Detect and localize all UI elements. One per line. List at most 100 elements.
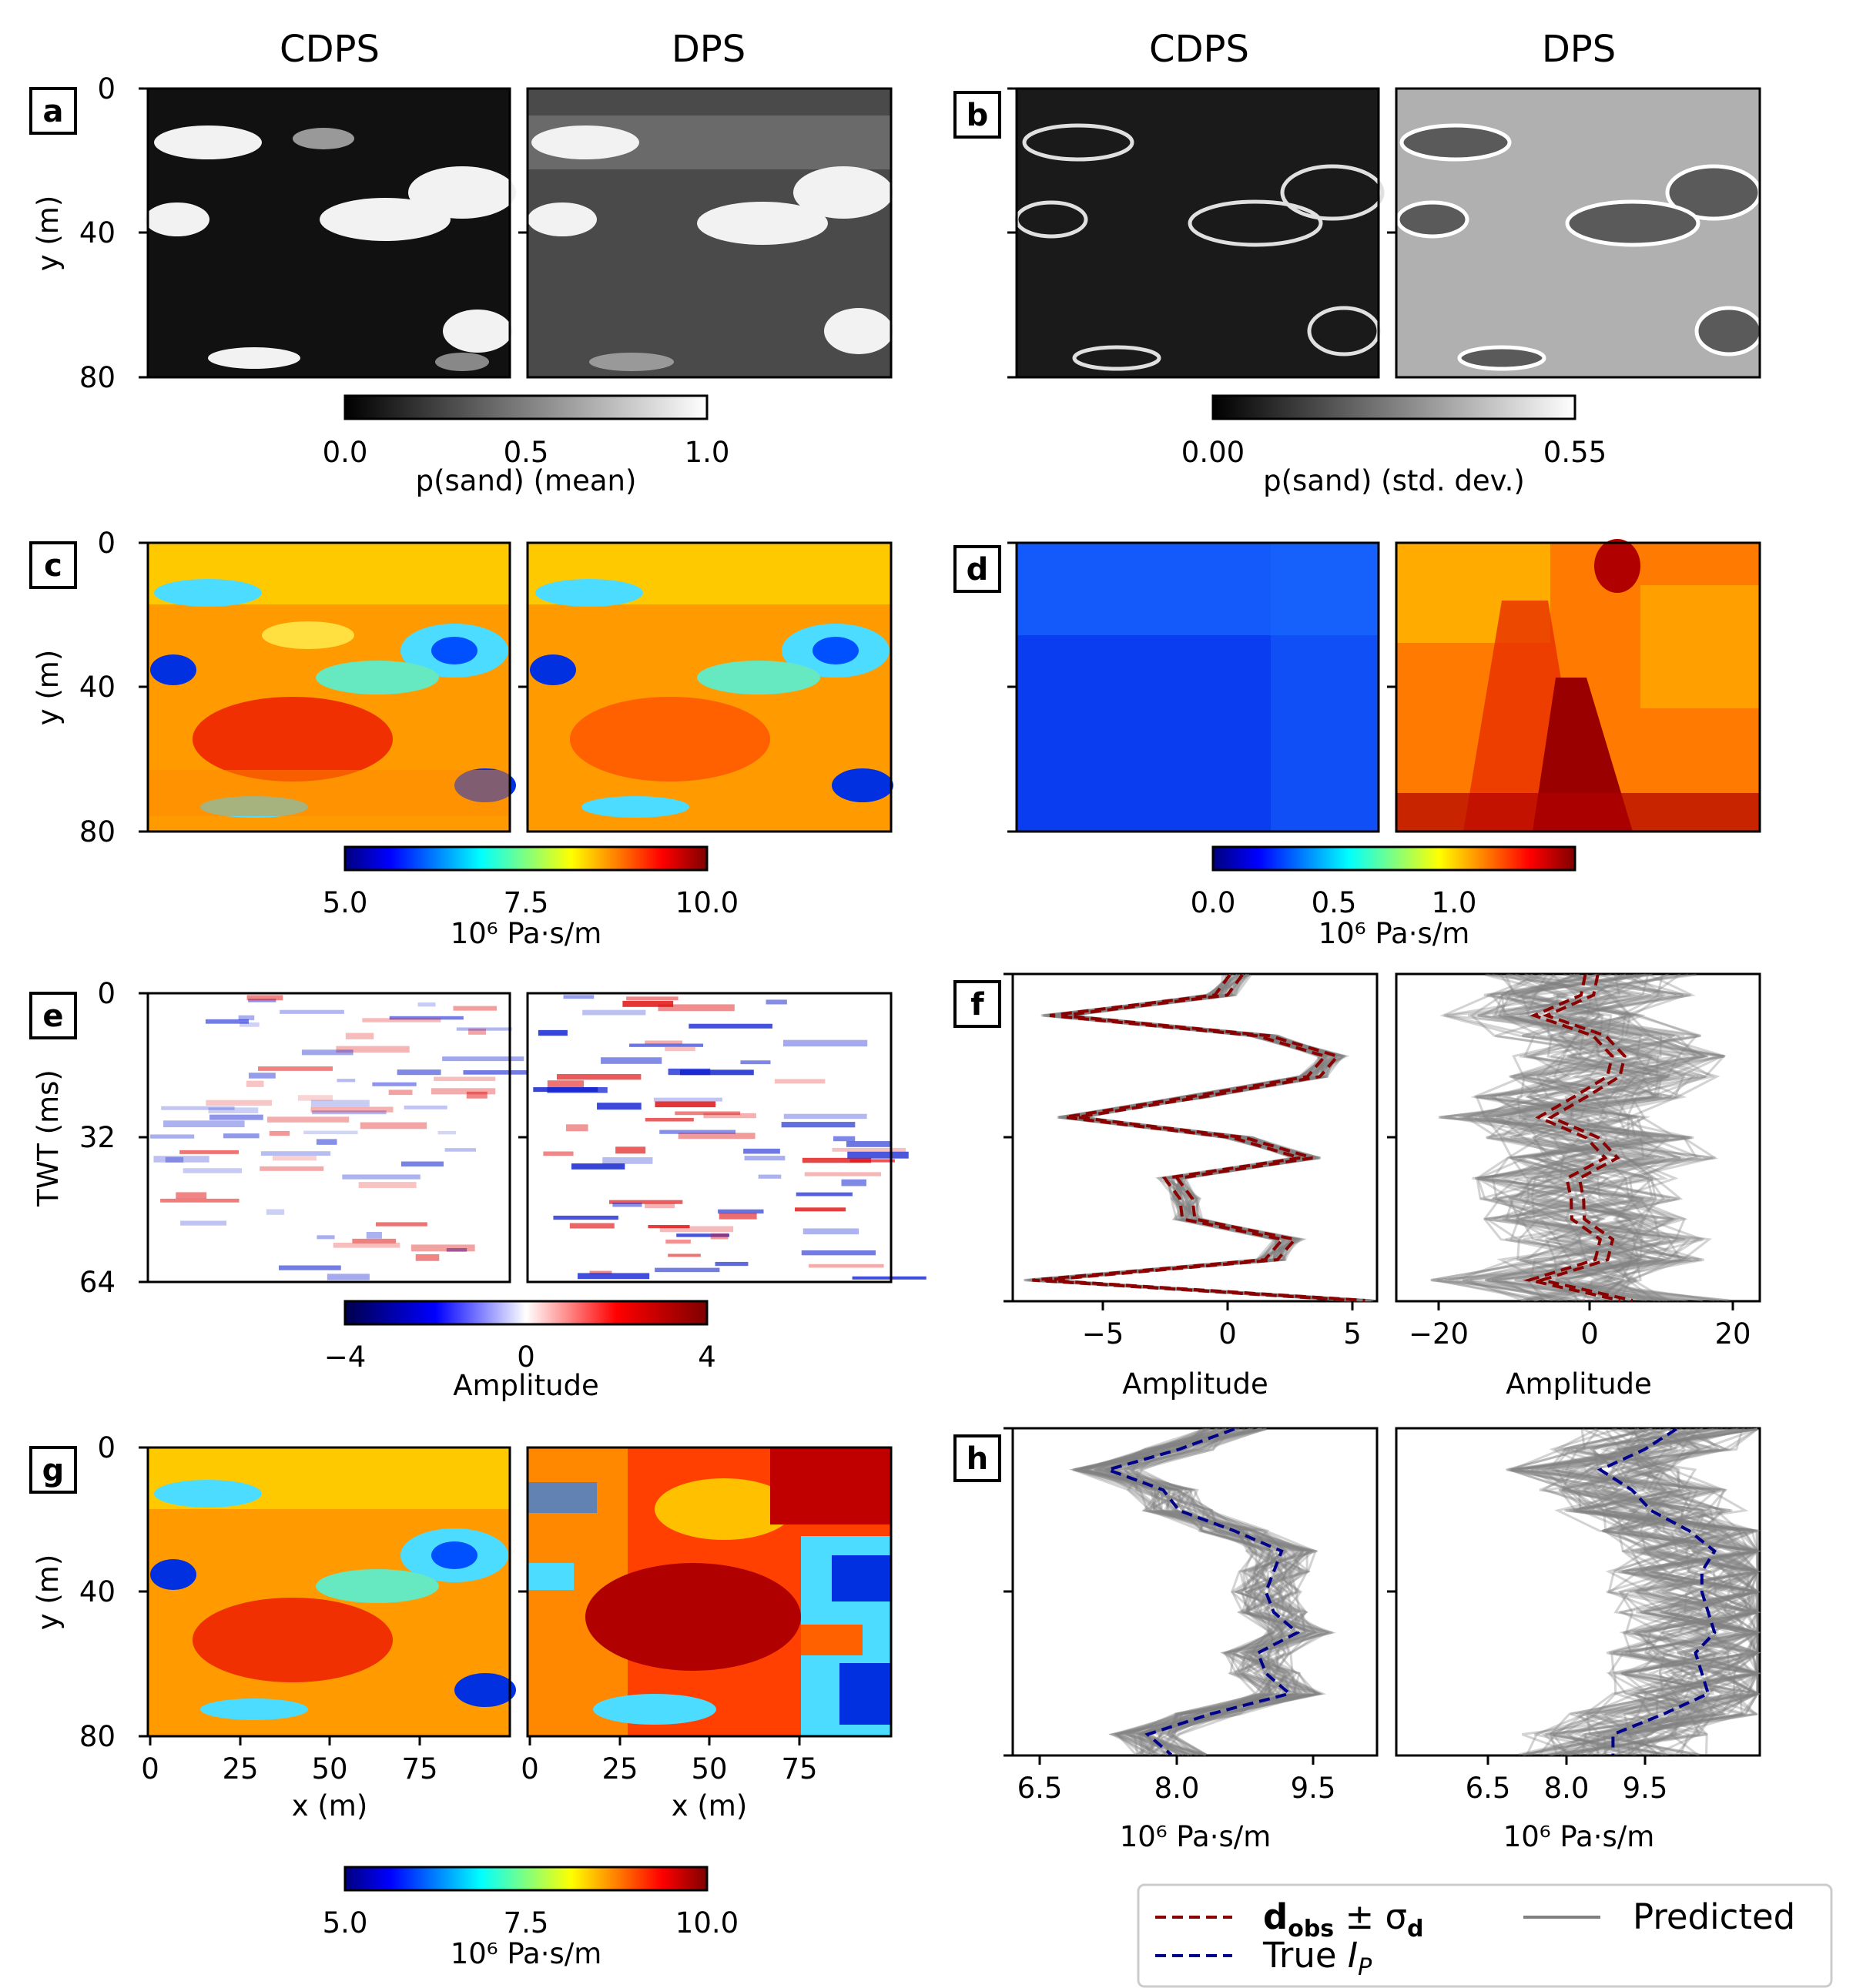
panel-g: g y (m) 0 40 80 0 25 50 75 0 25 50 75 x … bbox=[29, 1431, 893, 1970]
predicted-trace bbox=[1476, 973, 1685, 1302]
seismic-streak bbox=[846, 1141, 892, 1147]
predicted-trace bbox=[1509, 1427, 1761, 1756]
predicted-trace bbox=[1499, 973, 1715, 1302]
predicted-trace bbox=[1566, 1427, 1751, 1756]
seismic-streak bbox=[679, 1069, 754, 1076]
seismic-streak bbox=[468, 1028, 486, 1035]
panel-c: c y (m) 0 40 80 5.0 7.5 10.0 10⁶ Pa·s/m bbox=[29, 527, 893, 950]
cbar-tick-a-1: 0.5 bbox=[504, 436, 549, 469]
seismic-streak bbox=[248, 999, 276, 1002]
xlabel-h-left: 10⁶ Pa·s/m bbox=[1120, 1820, 1272, 1853]
predicted-trace bbox=[1098, 1427, 1304, 1756]
seismic-streak bbox=[278, 1265, 341, 1270]
seismic-streak bbox=[272, 1156, 317, 1161]
predicted-trace bbox=[1044, 974, 1369, 1302]
predicted-trace bbox=[1549, 1427, 1760, 1755]
ytick-g-0: 0 bbox=[97, 1431, 116, 1464]
axes-h-right bbox=[1395, 1427, 1761, 1757]
seismic-streak bbox=[362, 1018, 441, 1022]
predicted-trace bbox=[1536, 1428, 1759, 1756]
predicted-trace bbox=[1123, 1427, 1324, 1756]
ytick-g-80: 80 bbox=[79, 1720, 116, 1753]
sand-bodies-a-dps bbox=[528, 126, 893, 371]
seismic-streak bbox=[615, 1146, 646, 1154]
seismic-streak bbox=[223, 1133, 260, 1139]
cbar-tick-a-0: 0.0 bbox=[323, 436, 368, 469]
seismic-streak bbox=[547, 1080, 585, 1088]
predicted-trace bbox=[1546, 1427, 1761, 1756]
predicted-trace bbox=[1105, 1427, 1327, 1756]
predicted-trace bbox=[1094, 1427, 1312, 1756]
title-b-dps: DPS bbox=[1542, 28, 1616, 71]
cbar-tick-d-1: 0.5 bbox=[1312, 886, 1357, 919]
title-a-dps: DPS bbox=[672, 28, 746, 71]
predicted-trace bbox=[1510, 1427, 1760, 1756]
seismic-streak bbox=[547, 1087, 608, 1093]
predicted-trace bbox=[1576, 1427, 1762, 1756]
predicted-trace bbox=[1439, 973, 1704, 1302]
panel-a: a y (m) 0 40 80 0.0 0.5 1.0 p(sand) (mea… bbox=[29, 72, 893, 497]
legend: dobs ± σd True IP Predicted bbox=[1137, 1883, 1833, 1988]
seismic-streak bbox=[337, 1079, 356, 1083]
seismic-streak bbox=[796, 1192, 853, 1196]
legend-obs-label: dobs ± σd bbox=[1263, 1896, 1424, 1943]
seismic-streak bbox=[601, 1057, 662, 1064]
predicted-trace bbox=[1518, 1427, 1760, 1756]
seismic-streak bbox=[744, 1156, 786, 1161]
seismic-streak bbox=[832, 1147, 906, 1152]
predicted-trace bbox=[1027, 974, 1362, 1302]
xlabel-f-right: Amplitude bbox=[1506, 1367, 1652, 1401]
predicted-trace bbox=[1513, 1427, 1761, 1755]
legend-pred-label: Predicted bbox=[1633, 1896, 1795, 1937]
predicted-trace bbox=[1551, 1427, 1759, 1756]
seismic-streak bbox=[849, 1159, 896, 1163]
xlabel-g-left: x (m) bbox=[292, 1789, 368, 1822]
predicted-trace bbox=[1600, 1427, 1760, 1756]
seismic-streak bbox=[809, 1263, 884, 1268]
predicted-trace bbox=[1560, 1427, 1758, 1756]
predicted-trace bbox=[1506, 973, 1709, 1301]
ytick-c-0: 0 bbox=[97, 527, 116, 560]
cbar-tick-e-2: 4 bbox=[698, 1340, 716, 1374]
seismic-streak bbox=[360, 1122, 427, 1130]
seismic-streak bbox=[248, 1073, 276, 1079]
seismic-streak bbox=[847, 1151, 909, 1159]
colorbar-b bbox=[1211, 394, 1576, 420]
panel-letter-g: g bbox=[42, 1453, 65, 1488]
seismic-streak bbox=[301, 1049, 353, 1056]
cbar-tick-c-0: 5.0 bbox=[323, 886, 368, 919]
ytick-e-32: 32 bbox=[79, 1121, 116, 1154]
colorbar-g bbox=[343, 1866, 709, 1892]
predicted-trace bbox=[1477, 974, 1654, 1302]
seismic-streak bbox=[801, 1250, 876, 1256]
predicted-trace bbox=[1508, 1427, 1761, 1755]
predicted-trace bbox=[1476, 973, 1702, 1302]
colorbar-a bbox=[343, 394, 709, 420]
predicted-trace bbox=[1068, 1427, 1318, 1756]
seismic-streak bbox=[180, 1220, 227, 1226]
seismic-streak bbox=[648, 1224, 690, 1229]
predicted-trace bbox=[1546, 1427, 1759, 1755]
predicted-trace bbox=[1443, 973, 1726, 1302]
seismic-streak bbox=[310, 1106, 394, 1113]
seismic-streak bbox=[153, 1156, 209, 1163]
seismic-streak bbox=[653, 1097, 722, 1102]
seismic-streak bbox=[240, 1022, 260, 1027]
seismic-streak bbox=[442, 1056, 524, 1062]
seismic-streak bbox=[208, 1107, 259, 1114]
seismic-streak bbox=[163, 1120, 245, 1128]
seismic-streak bbox=[388, 1089, 413, 1096]
predicted-trace bbox=[1478, 973, 1680, 1302]
predicted-trace bbox=[1563, 1427, 1759, 1756]
predicted-trace bbox=[1475, 973, 1696, 1302]
panel-h: h 6.5 8.0 9.5 6.5 8.0 9.5 10⁶ Pa·s/m 10⁶… bbox=[953, 1427, 1762, 1853]
predicted-trace bbox=[1533, 1427, 1762, 1756]
predicted-trace bbox=[1558, 1427, 1761, 1755]
predicted-trace bbox=[1530, 1427, 1758, 1755]
xtick-g-right-25: 25 bbox=[601, 1752, 638, 1786]
seismic-streak bbox=[404, 1105, 447, 1109]
predicted-trace bbox=[1078, 1427, 1315, 1756]
xtick-h-left-1: 8.0 bbox=[1154, 1772, 1200, 1805]
xtick-f-left-1: 0 bbox=[1218, 1317, 1237, 1350]
seismic-streak bbox=[710, 1233, 729, 1240]
